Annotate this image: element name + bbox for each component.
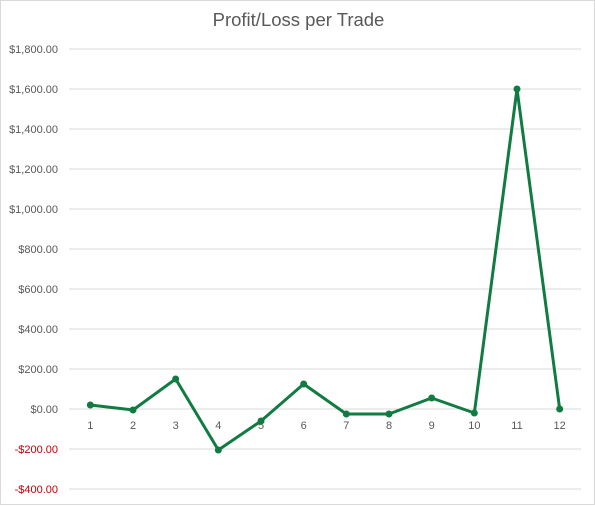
x-tick-label: 8 xyxy=(386,420,392,432)
y-tick-label: $800.00 xyxy=(18,244,58,256)
chart-title: Profit/Loss per Trade xyxy=(212,9,385,30)
data-point xyxy=(300,380,308,388)
data-point xyxy=(556,405,564,413)
x-tick-label: 5 xyxy=(258,420,264,432)
y-tick-label: $1,000.00 xyxy=(9,204,58,216)
data-point xyxy=(86,401,94,409)
y-tick-label: $1,600.00 xyxy=(9,84,58,96)
x-tick-label: 4 xyxy=(215,420,221,432)
x-tick-label: 10 xyxy=(468,420,480,432)
data-point xyxy=(129,406,137,414)
y-tick-label: $400.00 xyxy=(18,324,58,336)
data-point xyxy=(385,410,393,418)
x-tick-label: 11 xyxy=(511,420,522,432)
data-point xyxy=(428,394,436,402)
x-tick-label: 9 xyxy=(429,420,435,432)
gridlines xyxy=(69,48,581,490)
x-tick-label: 3 xyxy=(173,420,179,432)
x-tick-label: 12 xyxy=(554,420,566,432)
x-tick-label: 6 xyxy=(301,420,307,432)
data-point xyxy=(214,446,222,454)
data-points xyxy=(86,85,564,454)
y-tick-label: $1,800.00 xyxy=(9,44,58,56)
series-line-group xyxy=(90,87,562,452)
data-point xyxy=(257,417,265,425)
data-point xyxy=(172,375,180,383)
x-tick-label: 1 xyxy=(87,420,93,432)
y-tick-label: $1,200.00 xyxy=(9,164,58,176)
y-axis-tick-labels: $1,800.00 $1,600.00 $1,400.00 $1,200.00 $1,0… xyxy=(9,44,58,496)
series-line xyxy=(90,87,562,452)
x-tick-label: 2 xyxy=(130,420,136,432)
y-tick-label: -$200.00 xyxy=(15,444,58,456)
data-point xyxy=(342,410,350,418)
y-tick-label: $1,400.00 xyxy=(9,124,58,136)
x-tick-label: 7 xyxy=(343,420,349,432)
y-tick-label: $0.00 xyxy=(30,404,58,416)
y-tick-label: $200.00 xyxy=(18,364,58,376)
x-axis-tick-labels: 1 2 3 4 5 6 7 8 9 10 11 12 xyxy=(87,420,566,432)
data-point xyxy=(470,409,478,417)
data-point xyxy=(513,85,521,93)
y-tick-label: $600.00 xyxy=(18,284,58,296)
y-tick-label: -$400.00 xyxy=(15,484,58,496)
